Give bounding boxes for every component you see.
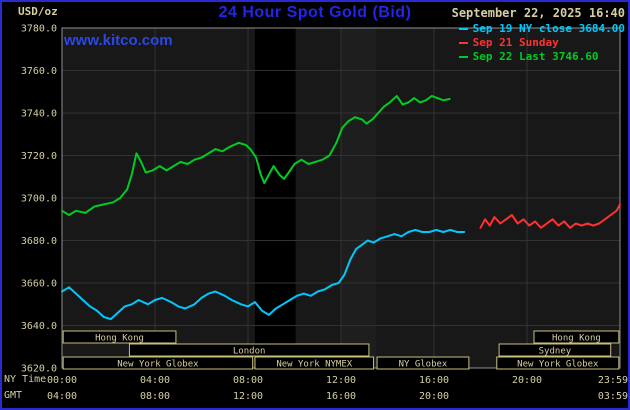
y-tick-label: 3680.0 — [21, 236, 57, 247]
x-tick-label-ny: 04:00 — [140, 375, 170, 386]
legend-item-sep19-ny-close: Sep 19 NY close 3684.00 — [458, 22, 625, 35]
session-label: New York Globex — [517, 360, 599, 370]
y-tick-label: 3640.0 — [21, 321, 57, 332]
session-label: Hong Kong — [95, 334, 144, 344]
legend-marker-sep22-last — [458, 55, 468, 58]
y-tick-label: 3760.0 — [21, 66, 57, 77]
x-tick-label-gmt: 03:59 — [598, 391, 628, 402]
x-tick-label-ny: 16:00 — [419, 375, 449, 386]
x-tick-label-ny: 08:00 — [233, 375, 263, 386]
session-box — [498, 343, 612, 357]
x-tick-label-ny: 20:00 — [512, 375, 542, 386]
session-box — [62, 330, 177, 344]
series-line-sep19-ny-close — [61, 228, 466, 321]
session-box — [62, 356, 254, 370]
legend-marker-sep21-sunday — [458, 41, 468, 44]
series-line-sep21-sunday — [479, 203, 621, 229]
session-box — [254, 356, 375, 370]
series-line-sep22-last — [61, 95, 451, 216]
y-tick-label: 3720.0 — [21, 151, 57, 162]
y-tick-label: 3660.0 — [21, 279, 57, 290]
ny-time-axis-label: NY Time — [4, 374, 47, 385]
legend-label-sep22-last: Sep 22 Last 3746.60 — [472, 50, 599, 63]
legend-label-sep19-ny-close: Sep 19 NY close 3684.00 — [472, 22, 625, 35]
x-tick-label-ny: 23:59 — [598, 375, 628, 386]
x-tick-label-gmt: 20:00 — [419, 391, 449, 402]
kitco-website-link[interactable]: www.kitco.com — [64, 32, 173, 49]
page-title: 24 Hour Spot Gold (Bid) — [218, 4, 412, 21]
session-box — [533, 330, 620, 344]
y-tick-label: 3620.0 — [21, 364, 57, 375]
session-label: New York Globex — [117, 360, 199, 370]
x-tick-label-gmt: 08:00 — [140, 391, 170, 402]
x-tick-label-ny: 00:00 — [47, 375, 77, 386]
session-box — [376, 356, 470, 370]
session-label: New York NYMEX — [276, 360, 352, 370]
session-label: London — [233, 347, 266, 357]
session-box — [496, 356, 620, 370]
y-tick-label: 3780.0 — [21, 24, 57, 35]
gmt-axis-label: GMT — [4, 390, 23, 401]
session-label: NY Globex — [399, 360, 448, 370]
x-tick-label-gmt: 16:00 — [326, 391, 356, 402]
session-label: Hong Kong — [552, 334, 601, 344]
chart-datetime: September 22, 2025 16:40 — [451, 6, 625, 20]
legend-item-sep21-sunday: Sep 21 Sunday — [458, 36, 625, 49]
legend-marker-sep19-ny-close — [458, 27, 468, 30]
x-tick-label-gmt: 12:00 — [233, 391, 263, 402]
legend-label-sep21-sunday: Sep 21 Sunday — [472, 36, 559, 49]
y-tick-label: 3700.0 — [21, 194, 57, 205]
x-tick-label-gmt: 04:00 — [47, 391, 77, 402]
x-tick-label-ny: 12:00 — [326, 375, 356, 386]
session-box — [128, 343, 370, 357]
session-label: Sydney — [539, 347, 572, 357]
chart-legend: Sep 19 NY close 3684.00 Sep 21 Sunday Sep … — [458, 22, 625, 63]
price-units-label: USD/oz — [18, 5, 58, 18]
legend-item-sep22-last: Sep 22 Last 3746.60 — [458, 50, 625, 63]
y-tick-label: 3740.0 — [21, 109, 57, 120]
